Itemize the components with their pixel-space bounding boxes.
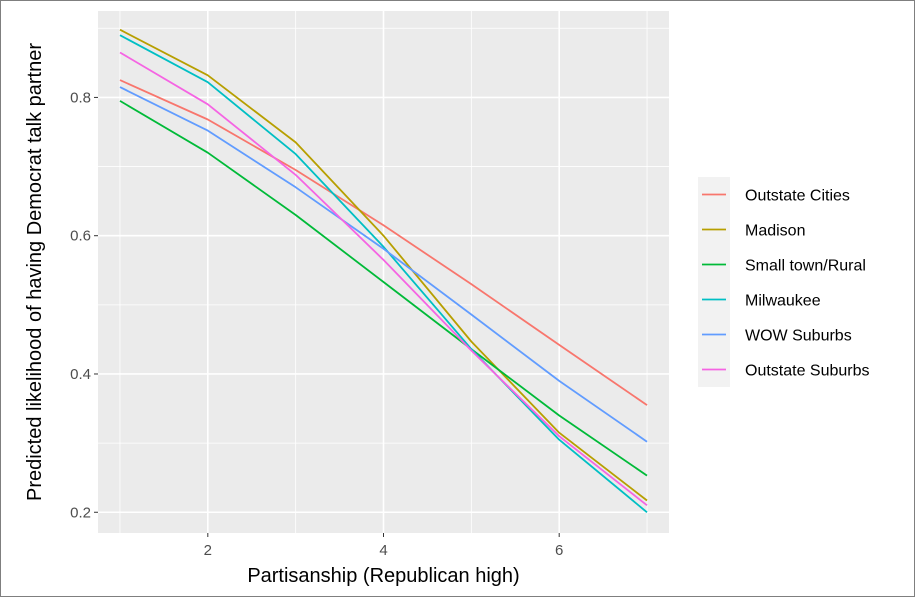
y-tick-label: 0.2 <box>70 504 91 521</box>
legend-label: Madison <box>745 223 805 240</box>
series-line <box>119 79 648 406</box>
legend-label: Milwaukee <box>745 293 821 310</box>
legend-label: Small town/Rural <box>745 258 866 275</box>
series-line <box>119 51 648 507</box>
series-line <box>119 34 648 513</box>
legend-label: Outstate Suburbs <box>745 363 870 380</box>
x-tick-label: 4 <box>379 542 387 559</box>
legend: Outstate Cities Madison Small town/Rural Mi… <box>698 177 870 387</box>
x-axis-title: Partisanship (Republican high) <box>247 565 519 587</box>
y-axis-title: Predicted likelihood of having Democrat … <box>24 43 46 501</box>
legend-label: Outstate Cities <box>745 188 850 205</box>
series-line <box>119 28 648 502</box>
x-tick-label: 2 <box>204 542 212 559</box>
series-line <box>119 86 648 443</box>
x-tick-label: 6 <box>555 542 563 559</box>
y-axis: 0.2 0.4 0.6 0.8 <box>70 89 98 521</box>
y-tick-label: 0.8 <box>70 89 91 106</box>
y-tick-label: 0.4 <box>70 366 91 383</box>
x-axis: 2 4 6 <box>204 533 563 559</box>
legend-label: WOW Suburbs <box>745 328 852 345</box>
y-tick-label: 0.6 <box>70 228 91 245</box>
series-line <box>119 100 648 477</box>
series-lines <box>119 28 648 513</box>
